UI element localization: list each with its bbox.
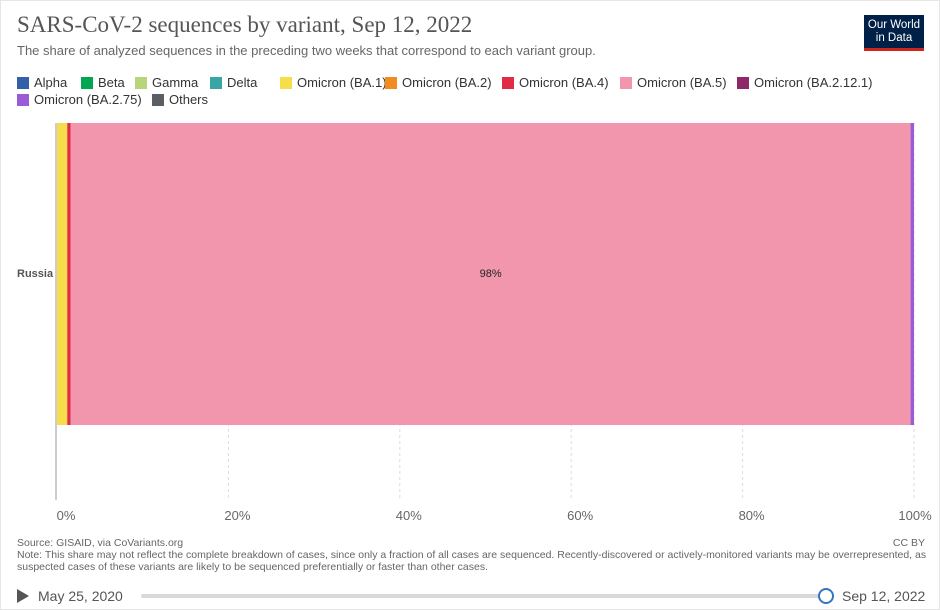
legend-swatch <box>502 76 514 89</box>
timeline-start-label[interactable]: May 25, 2020 <box>38 588 123 604</box>
legend-item[interactable]: Omicron (BA.4) <box>502 75 609 90</box>
legend-label: Omicron (BA.1) <box>297 75 387 90</box>
legend-item[interactable]: Omicron (BA.2.75) <box>17 92 142 107</box>
legend-swatch <box>385 76 397 89</box>
x-tick-label: 20% <box>224 508 250 523</box>
legend-label: Omicron (BA.2.75) <box>34 92 142 107</box>
chart-title: SARS-CoV-2 sequences by variant, Sep 12,… <box>17 12 473 37</box>
legend-swatch <box>620 76 632 89</box>
legend-item[interactable]: Gamma <box>135 75 198 90</box>
owid-logo[interactable]: Our World in Data <box>864 15 924 51</box>
data-label: 98% <box>480 268 502 280</box>
legend-swatch <box>17 93 29 106</box>
chart-subtitle: The share of analyzed sequences in the p… <box>17 43 596 58</box>
legend-label: Omicron (BA.5) <box>637 75 727 90</box>
x-tick-label: 60% <box>567 508 593 523</box>
x-tick-label: 80% <box>739 508 765 523</box>
legend-label: Others <box>169 92 209 107</box>
legend-swatch <box>135 76 147 89</box>
legend-swatch <box>152 93 164 106</box>
legend-swatch <box>210 76 222 89</box>
note-text: Note: This share may not reflect the com… <box>17 549 927 573</box>
legend-label: Gamma <box>152 75 199 90</box>
legend-item[interactable]: Omicron (BA.2.12.1) <box>737 75 873 90</box>
bar-segment <box>910 123 914 425</box>
legend-label: Alpha <box>34 75 68 90</box>
play-icon[interactable] <box>17 589 29 603</box>
legend-item[interactable]: Alpha <box>17 75 67 90</box>
timeline-track[interactable] <box>141 594 827 598</box>
legend-label: Beta <box>98 75 125 90</box>
legend-item[interactable]: Beta <box>81 75 125 90</box>
legend-label: Omicron (BA.2) <box>402 75 492 90</box>
x-tick-label: 100% <box>898 508 932 523</box>
category-label: Russia <box>17 268 54 280</box>
x-tick-label: 40% <box>396 508 422 523</box>
logo-accent-bar <box>864 48 924 51</box>
x-tick-label: 0% <box>57 508 76 523</box>
legend-item[interactable]: Omicron (BA.1) <box>280 75 387 90</box>
legend-item[interactable]: Delta <box>210 75 257 90</box>
timeline-end-label[interactable]: Sep 12, 2022 <box>842 588 926 604</box>
legend-label: Omicron (BA.2.12.1) <box>754 75 873 90</box>
legend-label: Omicron (BA.4) <box>519 75 609 90</box>
timeline-handle[interactable] <box>818 588 834 604</box>
timeline: May 25, 2020 Sep 12, 2022 <box>17 584 927 608</box>
bar-segment <box>57 123 68 425</box>
footer: Source: GISAID, via CoVariants.org Note:… <box>17 537 927 573</box>
license-link[interactable]: CC BY <box>892 537 925 549</box>
legend-label: Delta <box>227 75 258 90</box>
logo-line-2: in Data <box>875 32 913 44</box>
source-text: Source: GISAID, via CoVariants.org <box>17 537 184 549</box>
legend-swatch <box>737 76 749 89</box>
legend-swatch <box>17 76 29 89</box>
bar-segment <box>70 123 911 425</box>
legend-item[interactable]: Omicron (BA.5) <box>620 75 727 90</box>
legend-item[interactable]: Omicron (BA.2) <box>385 75 492 90</box>
bar-segment <box>67 123 71 425</box>
legend-swatch <box>81 76 93 89</box>
logo-line-1: Our World <box>867 19 921 31</box>
legend-swatch <box>280 76 292 89</box>
legend-item[interactable]: Others <box>152 92 208 107</box>
